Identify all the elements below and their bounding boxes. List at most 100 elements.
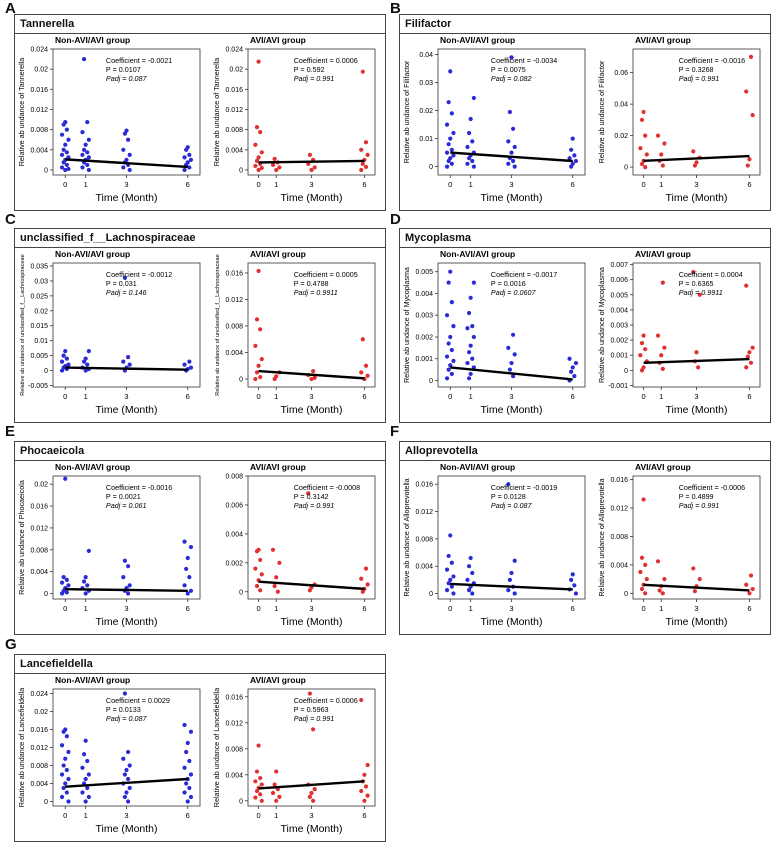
stat-padj: Padj = 0.991 xyxy=(294,714,335,723)
y-tick-label: 0 xyxy=(624,368,628,375)
data-point xyxy=(306,491,311,496)
data-point xyxy=(185,591,190,596)
data-point xyxy=(448,533,453,538)
panel-g: Lancefieldella xyxy=(14,654,386,842)
data-point xyxy=(259,357,264,362)
data-point xyxy=(639,586,645,592)
data-point xyxy=(644,576,649,582)
y-axis-label: Relative ab undance of Phocaeicola xyxy=(17,480,26,595)
data-point xyxy=(509,360,514,366)
data-point xyxy=(64,127,69,132)
y-axis-label: Relative ab undance of Mycoplasma xyxy=(597,267,606,383)
y-tick-label: 0.002 xyxy=(225,560,243,567)
data-point xyxy=(360,337,365,342)
data-point xyxy=(66,749,71,755)
stat-coefficient: Coefficient = 0.0006 xyxy=(294,696,358,705)
x-tick-label: 6 xyxy=(362,180,366,189)
data-point xyxy=(188,729,194,734)
stat-p-value: P = 0.0133 xyxy=(106,705,141,714)
data-point xyxy=(270,547,276,552)
y-tick-label: 0.012 xyxy=(610,505,628,512)
y-tick-label: 0.016 xyxy=(225,87,243,94)
data-point xyxy=(185,740,190,746)
data-point xyxy=(64,150,69,155)
data-point xyxy=(256,268,261,274)
data-point xyxy=(363,140,369,145)
data-point xyxy=(185,555,190,561)
data-point xyxy=(365,152,370,157)
y-tick-label: 0.004 xyxy=(30,781,48,788)
y-tick-label: 0 xyxy=(429,591,433,598)
data-point xyxy=(59,743,65,748)
data-point xyxy=(360,161,365,167)
data-point xyxy=(567,156,572,161)
data-point xyxy=(85,758,90,764)
data-point xyxy=(465,161,470,166)
y-tick-label: 0.008 xyxy=(610,534,628,541)
x-axis-label: Time (Month) xyxy=(480,192,542,204)
data-point xyxy=(61,353,66,358)
data-point xyxy=(468,343,473,348)
data-point xyxy=(444,150,450,155)
x-tick-label: 0 xyxy=(641,180,645,189)
data-point xyxy=(638,569,643,575)
panel-title-b: Filifactor xyxy=(400,15,770,34)
stat-p-value: P = 0.4788 xyxy=(294,279,329,288)
stat-p-value: P = 0.031 xyxy=(106,279,137,288)
data-point xyxy=(662,141,667,146)
stat-p-value: P = 0.6365 xyxy=(679,279,714,288)
x-axis-label: Time (Month) xyxy=(665,192,727,204)
y-axis-label: Relative ab undance of unclassified_f__L… xyxy=(20,254,26,396)
data-point xyxy=(83,799,88,804)
data-point xyxy=(182,167,187,173)
data-point xyxy=(470,570,475,576)
data-point xyxy=(307,794,312,799)
y-tick-label: 0.004 xyxy=(225,147,243,154)
group-label: AVI/AVI group xyxy=(250,462,306,472)
data-point xyxy=(451,358,456,363)
x-tick-label: 1 xyxy=(659,392,663,401)
x-axis-label: Time (Month) xyxy=(95,616,157,628)
data-point xyxy=(127,785,132,791)
y-tick-label: 0.016 xyxy=(225,270,243,277)
y-tick-label: 0.04 xyxy=(419,52,433,59)
x-tick-label: 1 xyxy=(469,180,473,189)
data-point xyxy=(127,763,132,768)
data-point xyxy=(259,782,264,787)
y-tick-label: -0.005 xyxy=(28,383,48,390)
data-point xyxy=(448,577,453,582)
data-point xyxy=(127,362,132,367)
trend-line xyxy=(450,151,573,163)
panel-title-a: Tannerella xyxy=(15,15,385,34)
data-point xyxy=(506,588,511,593)
x-tick-label: 6 xyxy=(186,392,190,401)
stat-coefficient: Coefficient = -0.0016 xyxy=(679,56,745,65)
data-point xyxy=(446,553,451,559)
data-point xyxy=(309,167,314,173)
data-point xyxy=(253,376,258,382)
y-tick-label: 0 xyxy=(624,165,628,172)
subplot-lachnospiraceae-non-avi: Non-AVI/AVI group -0.005 0 0.005 0.01 0.015 0.… xyxy=(20,249,201,416)
data-point xyxy=(63,476,68,481)
data-point xyxy=(449,560,454,565)
data-point xyxy=(359,576,364,581)
x-tick-label: 6 xyxy=(362,811,366,820)
data-point xyxy=(465,577,470,582)
data-point xyxy=(444,567,450,572)
group-label: Non-AVI/AVI group xyxy=(55,249,130,259)
trend-line xyxy=(450,366,573,381)
y-tick-label: 0.001 xyxy=(415,356,433,363)
y-tick-label: 0 xyxy=(239,798,243,805)
data-point xyxy=(61,763,66,768)
subplot-phocaeicola-avi: AVI/AVI group 0 0.002 0.004 0.006 0.008 0 1 3 6 Ti… xyxy=(225,462,376,628)
x-tick-label: 3 xyxy=(509,180,513,189)
data-point xyxy=(512,144,517,150)
data-point xyxy=(662,576,667,582)
data-point xyxy=(85,119,90,125)
panel-letter-a: A xyxy=(5,0,16,17)
data-point xyxy=(254,769,260,774)
x-tick-label: 1 xyxy=(274,180,278,189)
data-point xyxy=(362,798,367,803)
data-point xyxy=(59,794,65,800)
data-point xyxy=(365,793,370,798)
